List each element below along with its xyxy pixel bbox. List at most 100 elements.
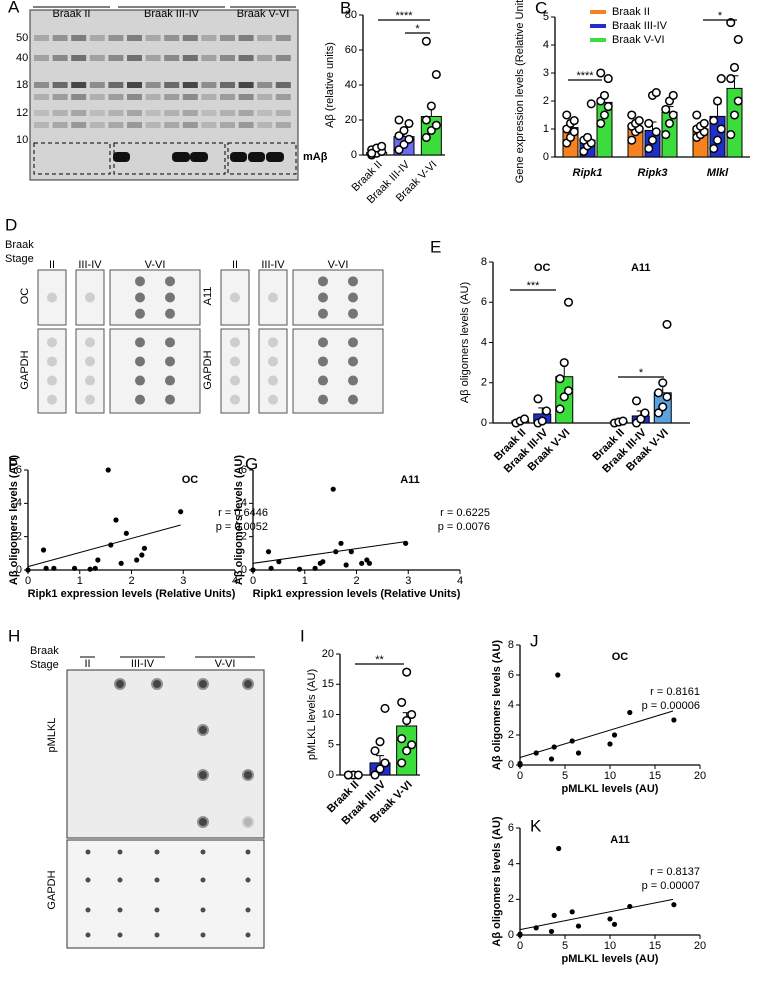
band — [257, 55, 273, 61]
dot — [318, 292, 328, 303]
data-point — [92, 565, 98, 571]
band — [52, 82, 68, 88]
data-point — [404, 134, 414, 144]
data-point — [653, 388, 664, 398]
band — [164, 55, 180, 61]
dot — [200, 907, 206, 913]
lane-label: II — [232, 259, 238, 271]
data-point — [533, 925, 539, 931]
x-tick-label: 0 — [517, 770, 523, 782]
dot — [197, 724, 209, 736]
dot — [230, 337, 240, 348]
y-tick-label: 2 — [543, 95, 549, 107]
sig-label: *** — [527, 280, 541, 292]
data-point — [726, 130, 736, 140]
band — [52, 110, 68, 116]
dot — [47, 292, 57, 303]
data-point — [651, 88, 661, 98]
data-point — [375, 737, 385, 747]
data-point — [569, 127, 579, 137]
data-point — [692, 110, 702, 120]
y-tick-label: 6 — [481, 296, 487, 308]
data-point — [607, 916, 613, 922]
data-point — [71, 565, 78, 571]
dot — [114, 678, 126, 690]
legend-label: Braak II — [612, 6, 650, 18]
y-axis-label: Aβ oligomers levels (AU) — [491, 640, 503, 771]
x-axis-label: pMLKL levels (AU) — [562, 783, 659, 795]
band — [145, 55, 161, 61]
data-point — [726, 18, 736, 28]
y-axis-label: Gene expression levels (Relative Units) — [514, 0, 526, 183]
dot — [268, 375, 278, 386]
x-tick-label: 1 — [77, 575, 83, 587]
data-point — [421, 115, 431, 125]
data-point — [733, 34, 743, 44]
data-point — [343, 562, 349, 568]
legend-swatch — [590, 10, 606, 14]
x-tick-label: 10 — [604, 770, 616, 782]
data-point — [377, 141, 387, 151]
panel-label: H — [8, 626, 20, 645]
band — [275, 110, 291, 116]
band-label: mAβ — [303, 151, 328, 163]
band — [34, 35, 49, 41]
x-tick-label: 15 — [649, 940, 661, 952]
data-point — [671, 717, 677, 723]
dot — [230, 375, 240, 386]
band — [113, 152, 130, 162]
band — [275, 55, 291, 61]
x-tick-label: 20 — [694, 940, 706, 952]
data-point — [113, 517, 119, 523]
data-point — [394, 115, 404, 125]
band — [201, 35, 217, 41]
band — [201, 122, 217, 128]
data-point — [380, 758, 390, 768]
data-point — [636, 414, 646, 424]
data-point — [431, 120, 441, 130]
dot — [200, 849, 206, 855]
band — [182, 55, 198, 61]
dot — [165, 337, 175, 348]
dot — [348, 308, 358, 319]
data-point — [118, 560, 124, 566]
band — [201, 82, 217, 88]
band — [164, 82, 180, 88]
lane-label: III-IV — [261, 259, 285, 271]
data-point — [421, 132, 431, 143]
data-point — [397, 697, 407, 707]
x-tick-label: 5 — [562, 940, 568, 952]
row-label: A11 — [202, 287, 214, 306]
lane-label: Braak II — [53, 8, 91, 20]
data-point — [582, 132, 593, 142]
data-point — [627, 903, 633, 910]
data-point — [141, 545, 148, 551]
band — [71, 122, 87, 128]
band — [182, 35, 198, 41]
dot — [200, 932, 206, 938]
dot — [165, 308, 175, 319]
band — [257, 94, 273, 100]
band — [182, 122, 198, 128]
y-tick-label: 2 — [508, 729, 514, 741]
lane-label: III-IV — [131, 658, 155, 670]
data-point — [296, 566, 303, 572]
band — [275, 94, 291, 100]
dot — [268, 337, 278, 348]
band — [190, 152, 208, 162]
y-tick-label: 20 — [322, 648, 334, 660]
data-point — [139, 552, 145, 558]
dot — [165, 356, 175, 367]
data-point — [375, 764, 385, 774]
data-point — [599, 90, 610, 100]
data-point — [537, 416, 547, 426]
band — [201, 55, 217, 61]
band — [108, 35, 124, 41]
fit-line — [519, 898, 674, 931]
dot — [318, 356, 328, 367]
mw-marker: 10 — [16, 134, 28, 146]
band — [257, 82, 273, 88]
dot — [85, 375, 95, 386]
band — [275, 122, 291, 128]
dot — [245, 849, 251, 855]
